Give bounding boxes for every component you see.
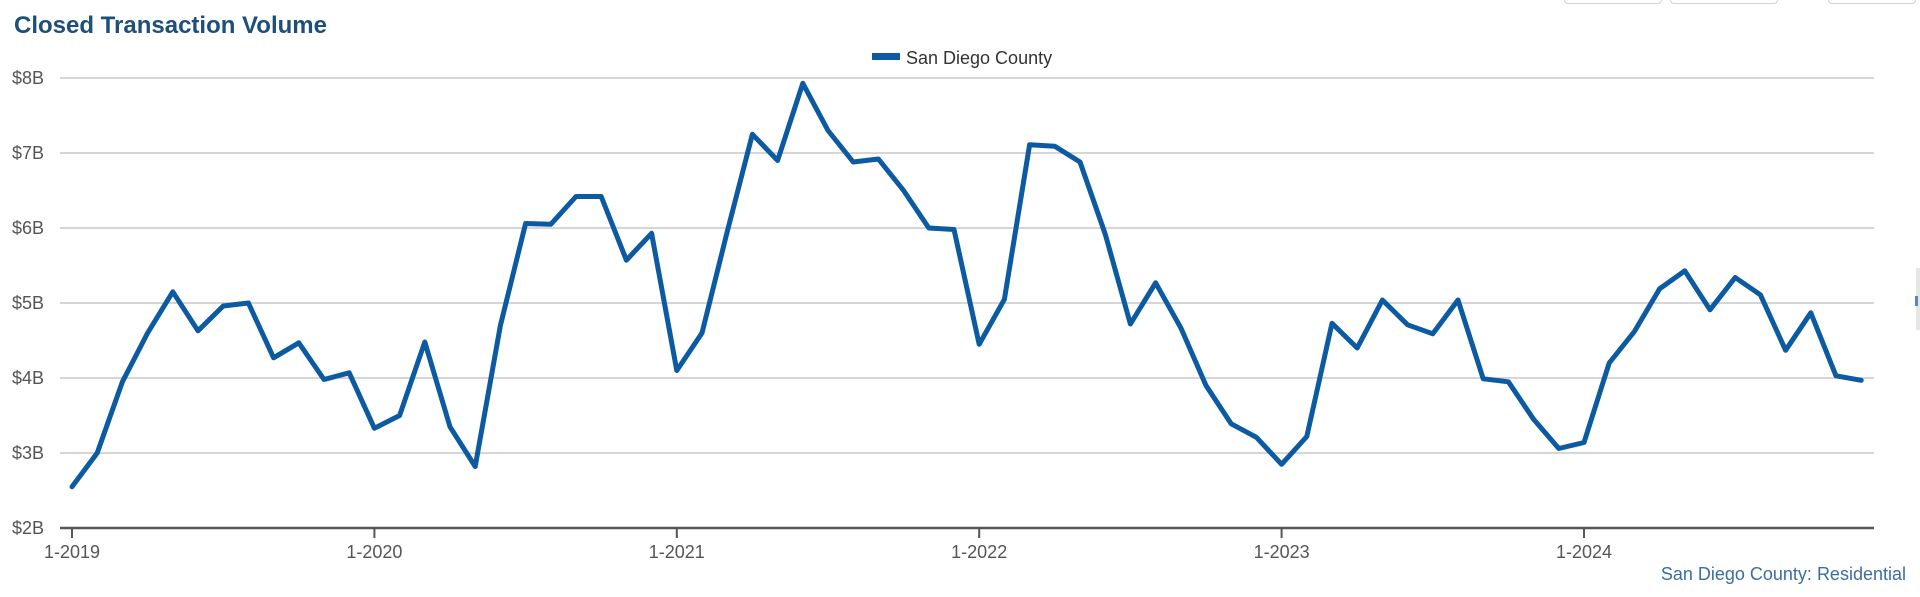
y-tick-label: $8B	[12, 68, 44, 88]
y-tick-label: $6B	[12, 218, 44, 238]
chart-title: Closed Transaction Volume	[14, 12, 327, 39]
x-tick-label: 1-2021	[649, 542, 705, 562]
y-tick-label: $5B	[12, 293, 44, 313]
y-tick-label: $3B	[12, 443, 44, 463]
y-tick-label: $7B	[12, 143, 44, 163]
x-tick-label: 1-2020	[346, 542, 402, 562]
y-tick-label: $2B	[12, 518, 44, 538]
gridlines	[60, 77, 1874, 529]
legend: San Diego County	[872, 48, 1052, 68]
legend-label[interactable]: San Diego County	[906, 48, 1052, 68]
series-line-san-diego-county	[69, 80, 1864, 490]
x-tick-label: 1-2019	[44, 542, 100, 562]
x-tick-label: 1-2022	[951, 542, 1007, 562]
x-axis: 1-2019 1-2020 1-2021 1-2022 1-2023 1-2024	[44, 526, 1874, 562]
x-tick-label: 1-2023	[1254, 542, 1310, 562]
y-tick-label: $4B	[12, 368, 44, 388]
legend-swatch[interactable]	[872, 53, 900, 60]
scrollbar[interactable]	[1916, 268, 1920, 330]
y-axis: $2B $3B $4B $5B $6B $7B $8B	[12, 68, 44, 538]
scroll-indicator	[1915, 296, 1918, 306]
chart-credit[interactable]: San Diego County: Residential	[1661, 564, 1906, 584]
x-tick-label: 1-2024	[1556, 542, 1612, 562]
